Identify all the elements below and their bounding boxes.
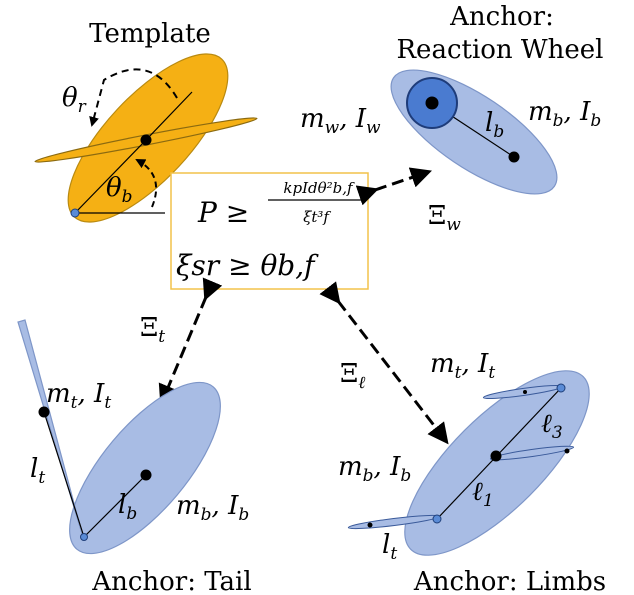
link-arrows: Ξw Ξt Ξℓ — [140, 167, 461, 445]
equation-box: P ≥ kpIdθ²b,f ξt³f ξsr ≥ θb,f — [170, 172, 369, 290]
xi-t-arrow — [158, 277, 223, 406]
theta-b-arc — [135, 159, 157, 208]
wheel-lb-label: lb — [485, 108, 504, 142]
limbs-body-ellipse — [404, 370, 590, 556]
reaction-wheel-body-com — [508, 151, 520, 163]
limb-middle-tip — [564, 448, 570, 454]
limb-lower-joint — [432, 514, 442, 524]
tail-body-mass-inertia-label: mb, Ib — [176, 491, 249, 525]
limbs-l3-label: ℓ3 — [541, 409, 563, 443]
range-inequality: ξsr ≥ θb,f — [176, 249, 319, 282]
xi-w-label: Ξw — [428, 201, 461, 235]
limbs-body-com — [490, 450, 502, 462]
theta-r-arc — [89, 68, 178, 127]
reaction-wheel-title-line2: Reaction Wheel — [396, 35, 603, 65]
template-panel: Template θr θb — [34, 19, 258, 223]
tail-title: Anchor: Tail — [91, 567, 251, 595]
template-pivot — [70, 208, 80, 218]
tail-length-label: lt — [30, 454, 45, 488]
limb-upper-joint — [556, 383, 566, 393]
tail-body-ellipse — [69, 381, 221, 555]
reaction-wheel-title-line1: Anchor: — [449, 2, 554, 32]
template-body-axis — [74, 139, 147, 214]
wheel-mass-inertia-label: mw, Iw — [300, 104, 381, 138]
tail-body-com — [140, 469, 152, 481]
tail-panel: mt, It lt lb mb, Ib Anchor: Tail — [17, 319, 252, 595]
limb-upper-tip — [523, 390, 527, 394]
power-lhs: P ≥ — [197, 196, 249, 229]
theta-r-label: θr — [62, 83, 87, 117]
tail-body-arm — [83, 474, 147, 538]
xi-w-arrow — [355, 167, 432, 206]
reaction-wheel-body-ellipse — [390, 69, 558, 195]
tail-arm — [43, 411, 85, 538]
tail-mass-dot — [38, 406, 50, 418]
wheel-body-mass-inertia-label: mb, Ib — [528, 97, 601, 131]
equation-box-border — [170, 172, 369, 290]
limbs-mass-inertia-label: mt, It — [430, 349, 495, 383]
reaction-wheel-panel: Anchor: Reaction Wheel mw, Iw lb mb, Ib — [300, 2, 604, 195]
power-denominator: ξt³f — [303, 208, 331, 226]
power-numerator: kpIdθ²b,f — [283, 179, 355, 197]
limb-middle — [489, 445, 575, 461]
limbs-panel: mt, It ℓ3 mb, Ib ℓ1 lt Anchor: Limbs — [338, 349, 606, 595]
limbs-lt-label: lt — [382, 530, 397, 564]
xi-l-label: Ξℓ — [340, 359, 365, 393]
tail-mass-inertia-label: mt, It — [46, 379, 111, 413]
template-title: Template — [89, 19, 211, 49]
limbs-body-mass-inertia-label: mb, Ib — [338, 452, 411, 486]
limbs-l1-label: ℓ1 — [472, 477, 494, 511]
limb-lower-tip — [367, 522, 373, 528]
theta-b-label: θb — [106, 173, 133, 207]
xi-l-arrow — [319, 281, 449, 445]
limbs-title: Anchor: Limbs — [413, 567, 606, 595]
tail-pivot — [80, 533, 88, 541]
template-com-dot — [140, 134, 152, 146]
template-body-axis-ext — [145, 91, 193, 141]
tail-lb-label: lb — [118, 490, 137, 524]
xi-t-label: Ξt — [140, 313, 165, 347]
reaction-wheel-center-dot — [425, 96, 439, 110]
